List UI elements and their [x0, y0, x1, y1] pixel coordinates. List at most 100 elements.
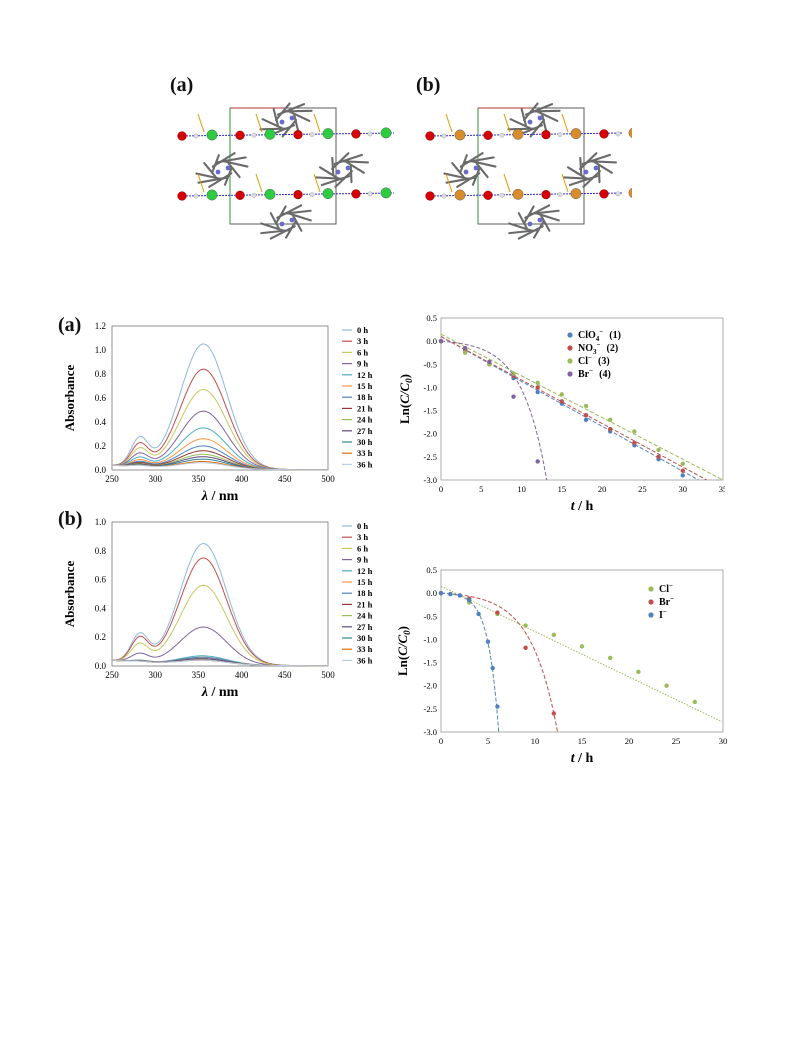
hydrogen-atom — [499, 132, 505, 138]
ligand-bond — [520, 108, 527, 127]
y-tick-label: 0.0 — [426, 588, 437, 598]
nitrogen-atom — [527, 119, 533, 125]
anion-atom — [454, 129, 466, 141]
y-tick-label: 0.6 — [95, 393, 107, 403]
data-point — [495, 610, 500, 615]
ligand-bond — [276, 103, 306, 116]
contact-line — [255, 113, 263, 133]
nitrogen-atom — [279, 119, 285, 125]
y-tick-label: -0.5 — [424, 611, 437, 621]
ligand-bond — [534, 212, 560, 222]
data-point — [448, 591, 453, 597]
data-point — [632, 440, 637, 446]
hydrogen-atom — [615, 131, 621, 137]
legend-entry: 12 h — [357, 566, 373, 576]
ligand-bond — [288, 110, 311, 123]
spectrum-line — [111, 659, 328, 667]
oxygen-atom — [235, 190, 245, 200]
oxygen-atom — [483, 130, 493, 140]
x-tick-label: 0 — [439, 484, 443, 494]
nitrogen-atom — [289, 115, 295, 121]
ligand-bond — [581, 153, 612, 165]
data-point — [551, 632, 556, 637]
anion-atom — [628, 187, 632, 198]
ligand-bond — [320, 175, 351, 187]
data-point — [487, 359, 492, 365]
hydrogen-bond-chain — [427, 192, 623, 197]
x-tick-label: 350 — [192, 670, 206, 680]
x-axis-label: t / h — [571, 499, 594, 514]
ligand-bond — [221, 159, 249, 168]
data-point — [485, 639, 491, 644]
legend-entry: 27 h — [357, 622, 373, 632]
data-point — [559, 392, 565, 397]
contact-line — [503, 173, 511, 193]
y-axis-label: Ln(C/C0) — [395, 626, 412, 676]
anion-atom — [322, 128, 334, 139]
y-tick-label: 0.6 — [95, 575, 107, 585]
contact-line — [197, 113, 205, 133]
ligand-bond — [195, 172, 223, 181]
legend-entry: 33 h — [357, 644, 373, 654]
y-tick-label: -1.5 — [424, 658, 437, 668]
legend-entry: 0 h — [357, 521, 368, 531]
x-tick-label: 10 — [517, 484, 526, 494]
data-point — [656, 447, 661, 453]
y-tick-label: 0.0 — [95, 465, 107, 475]
x-axis-label: λ / nm — [201, 685, 239, 700]
fit-line — [441, 340, 548, 480]
y-tick-label: -2.5 — [424, 452, 437, 462]
y-tick-label: -0.5 — [424, 359, 437, 369]
spectrum-line — [111, 462, 328, 471]
legend-marker — [567, 332, 573, 338]
y-axis-label: Ln(C/C0) — [397, 374, 414, 424]
ligand-bond — [517, 225, 544, 240]
ligand-bond — [215, 156, 247, 164]
x-axis-label: λ / nm — [201, 489, 239, 504]
legend-entry: Cl− — [659, 582, 673, 595]
y-tick-label: -1.5 — [424, 406, 437, 416]
data-point — [692, 699, 697, 705]
ligand-bond — [517, 212, 528, 230]
ligand-bond — [331, 156, 335, 176]
legend-entry: Cl− (3) — [578, 354, 610, 367]
y-tick-label: -3.0 — [424, 727, 437, 737]
nitrogen-atom — [225, 165, 231, 171]
data-point — [511, 371, 516, 376]
legend-entry: 36 h — [357, 459, 373, 469]
x-tick-label: 500 — [321, 474, 335, 484]
data-point — [490, 665, 495, 671]
x-tick-label: 15 — [578, 736, 587, 746]
ligand-bond — [536, 110, 559, 123]
data-point — [535, 389, 540, 395]
hydrogen-atom — [251, 192, 257, 198]
hydrogen-atom — [441, 193, 447, 199]
legend-entry: 15 h — [357, 577, 373, 587]
y-tick-label: 0.8 — [95, 546, 107, 556]
x-tick-label: 25 — [672, 736, 681, 746]
anion-atom — [454, 189, 466, 201]
data-point — [656, 454, 661, 460]
x-tick-label: 5 — [486, 736, 490, 746]
contact-line — [313, 173, 321, 193]
ligand-bond — [333, 153, 364, 165]
ligand-bond — [469, 159, 497, 168]
legend-entry: 27 h — [357, 426, 373, 436]
nitrogen-atom — [335, 169, 341, 175]
anion-atom — [570, 128, 582, 139]
ligand-bond — [281, 109, 313, 113]
contact-line — [445, 173, 453, 193]
y-tick-label: -2.0 — [424, 429, 437, 439]
ligand-bond — [292, 214, 303, 232]
oxygen-atom — [177, 131, 187, 141]
legend-entry: 3 h — [357, 336, 368, 346]
legend-entry: 6 h — [357, 543, 368, 553]
x-tick-label: 15 — [558, 484, 567, 494]
ligand-bond — [463, 156, 495, 164]
data-point — [535, 459, 540, 464]
legend-entry: 18 h — [357, 588, 373, 598]
legend-marker — [648, 599, 654, 605]
data-point — [457, 593, 462, 598]
ligand-bond — [339, 160, 369, 164]
fit-line — [441, 585, 723, 723]
